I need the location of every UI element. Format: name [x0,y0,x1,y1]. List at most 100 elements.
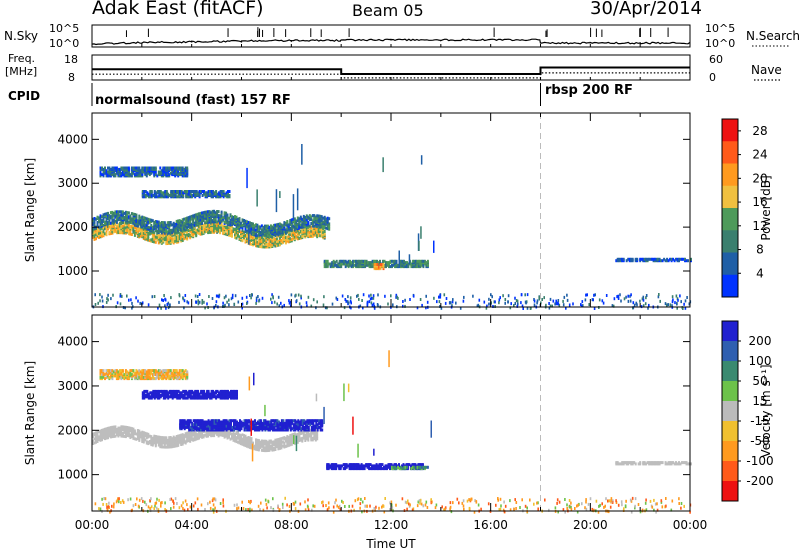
power-echo-cell [628,257,631,261]
power-echo-cell [126,166,129,170]
power-echo-cell [386,261,389,265]
velocity-echo-cell [270,423,273,427]
power-near-range-cell [372,296,375,300]
power-near-range-cell [563,295,566,299]
power-echo-cell [222,190,225,193]
power-near-range-cell [538,295,540,299]
power-echo-cell [328,222,331,226]
velocity-echo-cell [199,433,202,437]
velocity-echo-cell [246,442,248,445]
velocity-echo-cell [225,430,228,434]
power-echo-cell [367,261,370,265]
velocity-echo-cell [318,425,321,429]
velocity-echo-cell [313,434,316,438]
power-echo-cell [121,231,124,235]
velocity-echo-cell [244,438,247,442]
power-echo-cell [181,226,184,230]
power-echo-cell [138,174,141,178]
power-echo-cell [246,229,248,233]
power-echo-cell [111,166,114,170]
power-echo-cell [102,217,105,221]
power-echo-cell [268,238,271,242]
power-echo-cell [99,166,102,170]
velocity-echo-cell [188,419,191,423]
velocity-echo-cell [117,373,120,377]
power-echo-cell [253,228,256,232]
power-echo-cell [105,214,108,218]
power-echo-cell [210,211,213,215]
power-near-range-cell [549,304,552,308]
power-echo-cell [117,167,120,171]
power-echo-cell [144,223,147,227]
power-echo-cell [325,217,328,221]
power-echo-cell [129,230,132,233]
power-echo-cell [159,240,162,244]
power-echo-cell [277,232,280,236]
power-echo-cell [182,194,185,197]
power-near-range-cell [526,306,529,310]
velocity-echo-cell [243,440,245,444]
velocity-echo-cell [158,389,161,393]
power-echo-cell [220,228,223,232]
velocity-echo-cell [123,434,126,438]
power-near-range-cell [119,293,122,296]
power-near-range-cell [276,302,278,306]
velocity-echo-cell [319,427,322,431]
power-echo-cell [133,217,136,220]
power-echo-cell [265,224,268,228]
power-echo-cell [192,190,195,193]
power-echo-cell [210,190,213,193]
power-echo-cell [229,228,232,232]
velocity-echo-cell [283,424,286,428]
power-echo-cell [123,211,126,215]
power-echo-cell [320,228,323,231]
velocity-echo-cell [274,428,277,432]
velocity-echo-cell [210,419,213,423]
power-echo-cell [105,174,108,178]
power-near-range-cell [395,293,398,297]
velocity-echo-cell [201,434,204,438]
power-echo-cell [214,226,217,230]
power-echo-cell [121,217,124,220]
power-near-range-cell [562,299,564,303]
power-echo-cell [175,170,178,174]
power-echo-cell [101,215,103,219]
velocity-echo-cell [104,373,106,377]
power-echo-cell [256,223,259,227]
power-near-range-cell [217,294,219,298]
power-echo-cell [383,259,386,263]
velocity-echo-cell [239,424,241,428]
velocity-echo-cell [150,439,153,443]
power-near-range-cell [201,301,203,305]
velocity-echo-cell [280,428,283,432]
power-near-range-cell [645,294,648,297]
power-echo-cell [104,166,106,170]
power-echo-cell [293,225,296,229]
power-echo-cell [298,225,301,229]
power-echo-cell [256,226,259,230]
power-near-range-cell [153,295,156,298]
velocity-echo-cell [290,442,293,446]
power-echo-cell [127,211,130,215]
power-echo-cell [139,221,142,225]
power-echo-cell [272,243,275,247]
velocity-echo-cell [156,435,159,439]
power-echo-cell [185,192,188,196]
power-echo-cell [684,257,686,261]
power-echo-cell [284,221,287,225]
power-near-range-cell [359,304,362,308]
velocity-echo-cell [270,419,273,423]
power-echo-cell [265,231,268,235]
power-near-range-cell [548,302,550,305]
power-echo-cell [259,230,262,234]
power-near-range-cell [657,295,660,299]
power-echo-cell [168,173,171,177]
power-near-range-cell [557,301,559,305]
power-echo-cell [157,170,160,174]
power-near-range-cell [107,298,109,302]
power-echo-cell [166,166,169,170]
power-near-range-cell [669,303,672,307]
power-echo-cell [223,220,226,224]
power-echo-cell [249,242,251,246]
power-echo-cell [296,237,299,241]
